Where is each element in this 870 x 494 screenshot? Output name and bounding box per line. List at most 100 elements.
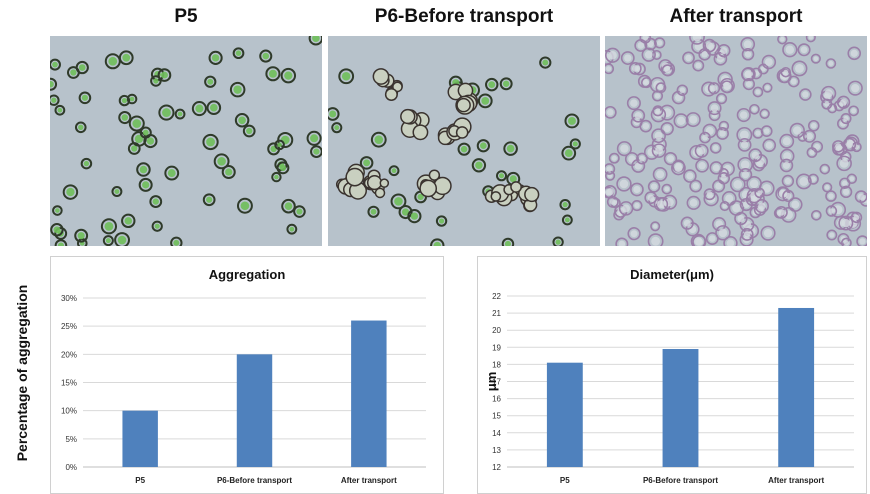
cell: [111, 186, 123, 197]
cell: [338, 68, 355, 85]
panel-title-after: After transport: [669, 6, 803, 27]
cell: [699, 131, 711, 144]
x-tick-label: P6-Before transport: [217, 476, 292, 485]
cell: [639, 119, 653, 133]
cell: [694, 143, 709, 158]
cell: [75, 60, 89, 75]
cell: [689, 36, 705, 45]
cell: [821, 85, 837, 102]
cell: [234, 113, 250, 128]
x-tick-label: P5: [135, 476, 145, 485]
cell: [673, 113, 689, 129]
cell: [703, 188, 716, 201]
cell: [651, 128, 666, 144]
cell: [856, 235, 867, 246]
cell: [736, 107, 751, 123]
diameter-chart-title: Diameter(μm): [630, 267, 714, 282]
cell: [795, 173, 812, 190]
cell: [802, 129, 817, 143]
cell: [841, 237, 852, 246]
cell: [651, 143, 667, 158]
cell: [561, 214, 573, 226]
x-tick-label: P5: [560, 476, 570, 485]
cell: [605, 163, 616, 175]
cell: [126, 93, 138, 105]
cell: [605, 47, 621, 63]
cell: [797, 43, 811, 57]
x-tick-label: After transport: [768, 476, 824, 485]
cell: [229, 81, 246, 98]
cell: [680, 216, 694, 230]
cell: [80, 157, 93, 170]
cell: [741, 66, 756, 82]
cell: [118, 50, 134, 66]
cell: [838, 215, 854, 231]
cell: [720, 80, 734, 94]
cell: [310, 145, 322, 158]
cell: [655, 82, 667, 94]
cell: [671, 160, 686, 176]
cell: [100, 218, 118, 235]
diameter-chart-svg: 12 13 14 15 16 17 18 19 20 21 22 P5 P6-Before transp…: [484, 292, 854, 485]
cell: [388, 165, 400, 177]
cell: [729, 176, 746, 193]
cell: [789, 122, 805, 139]
diameter-y-axis-label: μm: [484, 372, 499, 392]
cell: [723, 236, 738, 246]
cell: [752, 86, 764, 98]
cell: [50, 94, 60, 106]
cell: [232, 47, 245, 60]
cell: [779, 158, 794, 173]
cell: [78, 91, 92, 105]
micrograph-p6-before-cells: [328, 56, 581, 246]
y-tick-label: 0%: [65, 463, 77, 472]
y-tick-label: 10%: [61, 407, 77, 416]
cell: [698, 48, 711, 61]
cell: [709, 142, 722, 154]
cell: [689, 179, 703, 193]
cell: [495, 170, 508, 182]
cell: [620, 51, 635, 65]
y-tick-label: 20%: [61, 350, 77, 359]
cell-aggregate: [416, 169, 452, 201]
cell: [650, 221, 661, 232]
bar-p6-before-transport: [236, 354, 273, 467]
cell: [712, 217, 727, 232]
cell: [660, 121, 674, 136]
cell: [157, 68, 172, 82]
cell: [811, 140, 824, 153]
bar-p5: [546, 362, 583, 467]
cell: [781, 174, 795, 188]
cell: [151, 220, 163, 232]
cell: [74, 228, 89, 243]
cell: [791, 60, 808, 77]
cell-aggregate: [447, 82, 479, 115]
cell: [102, 235, 114, 246]
cell: [164, 165, 180, 181]
cell: [54, 104, 66, 116]
y-tick-label: 25%: [61, 322, 77, 331]
cell: [806, 147, 818, 158]
cell: [236, 197, 253, 214]
cell: [709, 161, 723, 175]
cell: [840, 112, 852, 125]
cell: [707, 101, 722, 116]
cell: [682, 51, 695, 65]
cell: [367, 205, 380, 218]
bar-after-transport: [778, 307, 815, 467]
micrograph-p5-cells: [50, 36, 322, 246]
cell: [652, 166, 668, 182]
cell: [631, 199, 643, 212]
cell: [308, 36, 322, 46]
cell: [848, 105, 859, 117]
panel-title-p6-before: P6-Before transport: [374, 6, 554, 27]
cell: [74, 121, 87, 134]
cell: [686, 195, 701, 210]
cell: [777, 36, 788, 45]
cell: [139, 126, 152, 139]
cell: [104, 53, 121, 70]
cell: [748, 148, 763, 163]
cell: [807, 173, 819, 185]
cell: [842, 137, 857, 152]
cell: [605, 63, 615, 75]
